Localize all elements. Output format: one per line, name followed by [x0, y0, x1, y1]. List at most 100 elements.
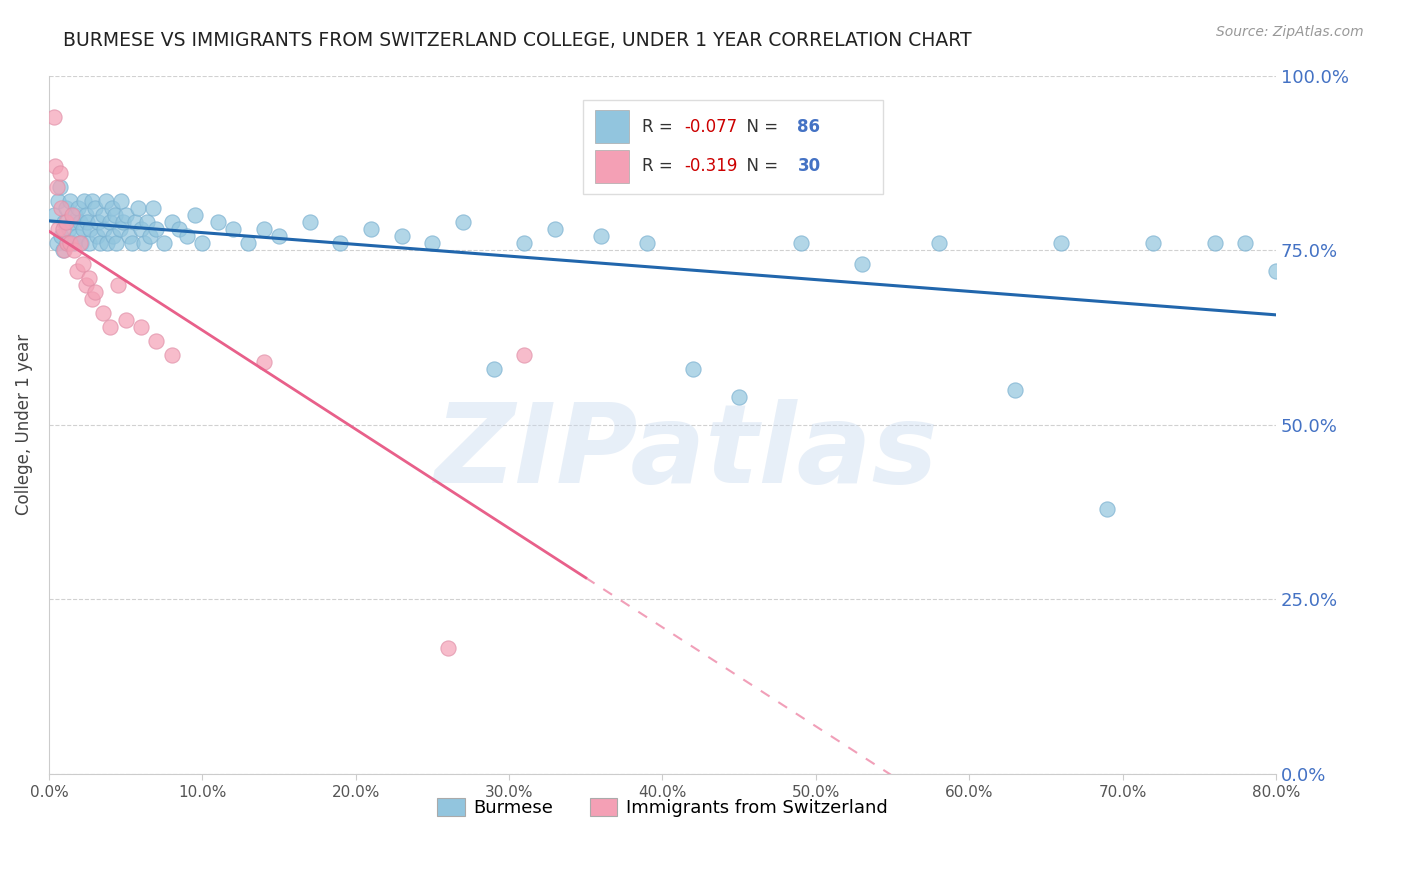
Point	[91, 208, 114, 222]
Point	[422, 236, 444, 251]
Point	[65, 264, 87, 278]
Point	[110, 194, 132, 209]
Point	[80, 194, 103, 209]
Point	[84, 201, 107, 215]
Point	[86, 229, 108, 244]
Point	[48, 180, 70, 194]
Point	[1234, 236, 1257, 251]
Point	[107, 278, 129, 293]
Point	[298, 215, 321, 229]
Point	[58, 222, 80, 236]
Point	[65, 229, 87, 244]
Point	[129, 222, 152, 236]
Point	[928, 236, 950, 251]
Text: Source: ZipAtlas.com: Source: ZipAtlas.com	[1216, 25, 1364, 39]
Point	[62, 236, 84, 251]
Point	[63, 208, 86, 222]
Point	[127, 201, 149, 215]
Point	[59, 194, 82, 209]
FancyBboxPatch shape	[582, 100, 883, 194]
Text: N =: N =	[737, 157, 783, 176]
FancyBboxPatch shape	[595, 150, 630, 183]
Point	[169, 222, 191, 236]
Point	[73, 194, 96, 209]
Point	[84, 285, 107, 299]
Point	[72, 222, 94, 236]
Point	[153, 236, 176, 251]
Point	[79, 222, 101, 236]
Point	[129, 320, 152, 334]
Point	[114, 313, 136, 327]
Point	[93, 222, 115, 236]
Point	[111, 215, 134, 229]
Point	[124, 215, 146, 229]
Point	[118, 229, 141, 244]
Point	[62, 243, 84, 257]
Point	[89, 236, 111, 251]
Point	[53, 243, 76, 257]
Point	[207, 215, 229, 229]
Point	[682, 362, 704, 376]
Point	[1204, 236, 1226, 251]
Text: ZIPatlas: ZIPatlas	[434, 400, 939, 507]
Point	[728, 390, 751, 404]
Point	[142, 201, 165, 215]
Point	[176, 229, 198, 244]
Point	[789, 236, 811, 251]
Point	[139, 229, 162, 244]
Point	[267, 229, 290, 244]
Y-axis label: College, Under 1 year: College, Under 1 year	[15, 334, 32, 516]
Point	[183, 208, 205, 222]
Point	[160, 348, 183, 362]
Point	[60, 215, 83, 229]
Point	[1265, 264, 1288, 278]
Point	[96, 236, 118, 251]
Text: R =: R =	[641, 157, 678, 176]
Point	[59, 236, 82, 251]
Text: 30: 30	[797, 157, 821, 176]
Point	[101, 201, 124, 215]
Point	[69, 236, 91, 251]
Point	[51, 229, 73, 244]
Point	[482, 362, 505, 376]
Point	[75, 278, 97, 293]
Point	[253, 222, 276, 236]
Point	[108, 222, 131, 236]
Point	[636, 236, 658, 251]
Point	[105, 236, 128, 251]
Text: N =: N =	[737, 118, 783, 136]
Point	[145, 222, 167, 236]
Point	[75, 208, 97, 222]
Point	[51, 201, 73, 215]
Point	[42, 208, 65, 222]
Point	[160, 215, 183, 229]
Point	[44, 159, 66, 173]
Point	[56, 236, 79, 251]
Point	[222, 222, 245, 236]
Point	[253, 355, 276, 369]
Point	[132, 236, 155, 251]
Point	[329, 236, 352, 251]
Point	[45, 236, 67, 251]
Point	[238, 236, 260, 251]
Point	[114, 208, 136, 222]
Text: R =: R =	[641, 118, 678, 136]
Point	[191, 236, 214, 251]
Point	[42, 111, 65, 125]
Point	[53, 215, 76, 229]
Text: BURMESE VS IMMIGRANTS FROM SWITZERLAND COLLEGE, UNDER 1 YEAR CORRELATION CHART: BURMESE VS IMMIGRANTS FROM SWITZERLAND C…	[63, 31, 972, 50]
Point	[94, 194, 117, 209]
Point	[1142, 236, 1164, 251]
Point	[56, 236, 79, 251]
Point	[76, 215, 98, 229]
Point	[104, 208, 127, 222]
Text: -0.319: -0.319	[685, 157, 738, 176]
Point	[77, 271, 100, 285]
Point	[80, 292, 103, 306]
Point	[48, 166, 70, 180]
Text: 86: 86	[797, 118, 821, 136]
Point	[87, 215, 110, 229]
Point	[46, 194, 69, 209]
Point	[103, 229, 125, 244]
Point	[451, 215, 474, 229]
